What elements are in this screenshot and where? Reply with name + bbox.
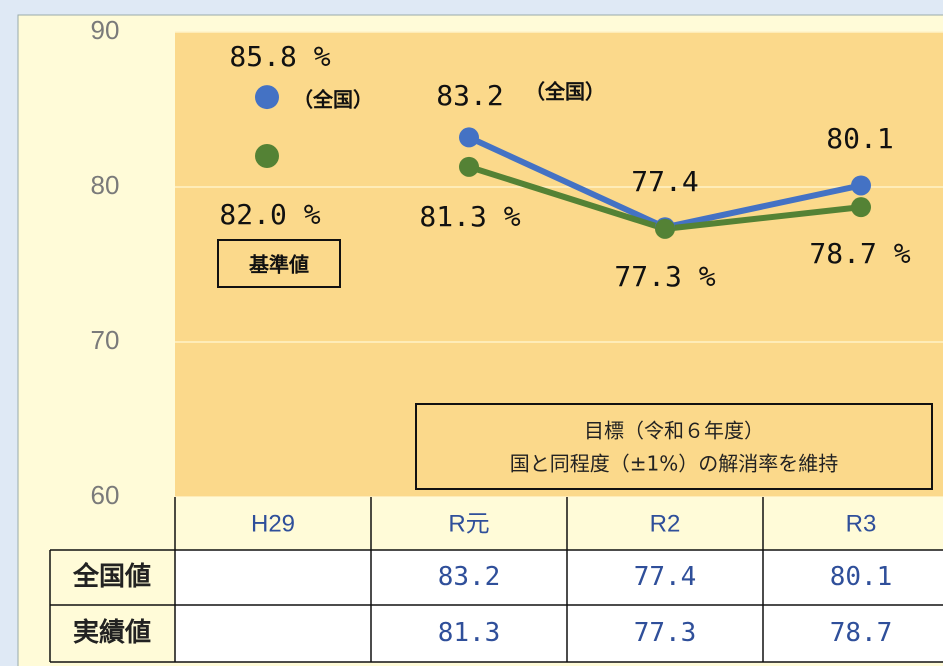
data-label: 83.2 [436, 79, 503, 112]
goal-box [415, 403, 933, 490]
column-header: H29 [251, 510, 295, 537]
annotation: 基準値 [249, 253, 309, 277]
data-point [459, 127, 479, 148]
y-tick-label: 60 [91, 480, 120, 510]
column-header: R2 [650, 510, 681, 537]
column-header: R元 [448, 510, 489, 537]
row-label: 全国値 [72, 561, 151, 592]
y-tick-label: 80 [91, 170, 120, 200]
data-point [655, 218, 675, 239]
data-label: 77.4 [631, 165, 698, 198]
y-tick-label: 90 [91, 15, 120, 45]
data-label: 80.1 [826, 122, 893, 155]
table-cell: 77.4 [634, 562, 697, 592]
goal-text: 国と同程度（±1%）の解消率を維持 [510, 452, 839, 476]
data-label: 85.8 % [229, 40, 330, 73]
data-point [851, 197, 871, 218]
table-cell: 81.3 [438, 618, 501, 648]
table-cell: 83.2 [438, 562, 501, 592]
annotation: （全国） [293, 88, 373, 112]
goal-text: 目標（令和６年度） [584, 419, 764, 443]
data-label: 77.3 % [614, 260, 715, 293]
data-label: 82.0 % [219, 198, 320, 231]
baseline-box [217, 239, 341, 288]
column-header: R3 [846, 510, 877, 537]
data-point [459, 156, 479, 177]
data-label: 81.3 % [419, 200, 520, 233]
table-header-bg [175, 497, 943, 550]
row-label: 実績値 [73, 617, 151, 648]
table-cell: 80.1 [830, 562, 893, 592]
data-point [851, 175, 871, 196]
annotation: （全国） [525, 80, 605, 104]
data-label: 78.7 % [809, 237, 910, 270]
table-body-bg [175, 550, 943, 662]
data-point [255, 85, 279, 110]
y-tick-label: 70 [91, 325, 120, 355]
table-cell: 78.7 [830, 618, 893, 648]
table-cell: 77.3 [634, 618, 697, 648]
data-point [255, 144, 279, 168]
row-label-bg [50, 550, 175, 662]
